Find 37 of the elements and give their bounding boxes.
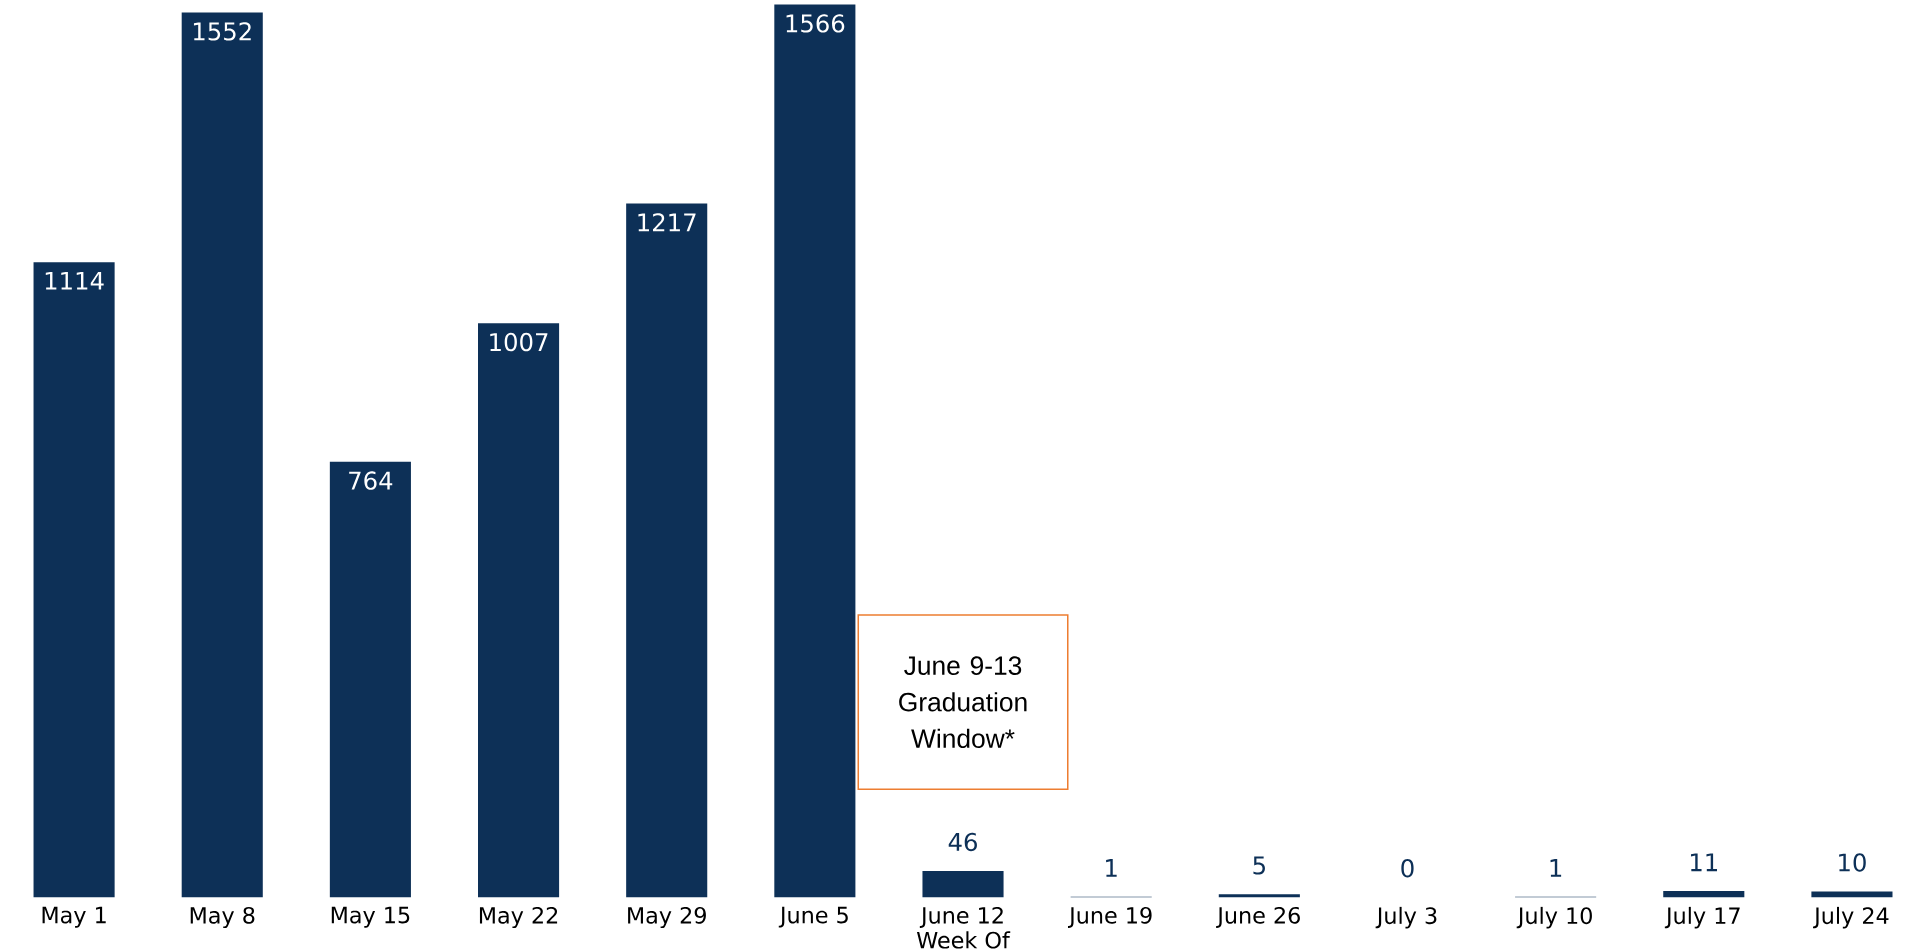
bar — [922, 870, 1004, 898]
x-tick-label: July 24 — [1813, 906, 1889, 929]
data-label: 1007 — [490, 332, 548, 352]
data-label: 1566 — [786, 14, 845, 33]
data-label: 10 — [1839, 853, 1866, 872]
bar — [1663, 890, 1745, 898]
annotation: June 9-13 Graduation Window* — [899, 656, 1027, 748]
data-label: 1217 — [638, 213, 696, 232]
bar — [774, 4, 856, 898]
data-label: 1 — [1550, 859, 1562, 877]
data-label: 46 — [948, 832, 977, 852]
data-label: 1 — [1106, 859, 1117, 877]
data-label: 764 — [349, 471, 393, 490]
data-label: 0 — [1401, 859, 1414, 878]
x-tick-label: May 22 — [479, 906, 558, 929]
bar — [329, 461, 411, 898]
x-tick-label: June 5 — [778, 906, 848, 928]
bar — [181, 12, 263, 898]
x-tick-label: May 8 — [190, 906, 255, 929]
bar — [1218, 894, 1300, 898]
x-tick-label: May 29 — [628, 906, 706, 929]
x-tick-label: July 10 — [1516, 906, 1592, 929]
data-label: 1552 — [193, 22, 251, 41]
bar — [33, 262, 115, 898]
data-label: 5 — [1253, 856, 1265, 875]
x-tick-label: June 12 — [919, 906, 1003, 928]
bar — [478, 323, 560, 898]
x-tick-label: July 17 — [1664, 906, 1740, 929]
x-tick-label: June 26 — [1216, 906, 1300, 928]
x-tick-label: May 15 — [331, 906, 410, 928]
x-tick-label: June 19 — [1067, 906, 1152, 928]
data-label: 11 — [1690, 853, 1718, 872]
x-tick-label: May 1 — [42, 906, 106, 928]
x-tick-label: July 3 — [1375, 906, 1437, 929]
bar — [626, 203, 708, 898]
x-axis-title: Week Of — [916, 931, 1011, 949]
data-label: 1114 — [45, 271, 104, 290]
